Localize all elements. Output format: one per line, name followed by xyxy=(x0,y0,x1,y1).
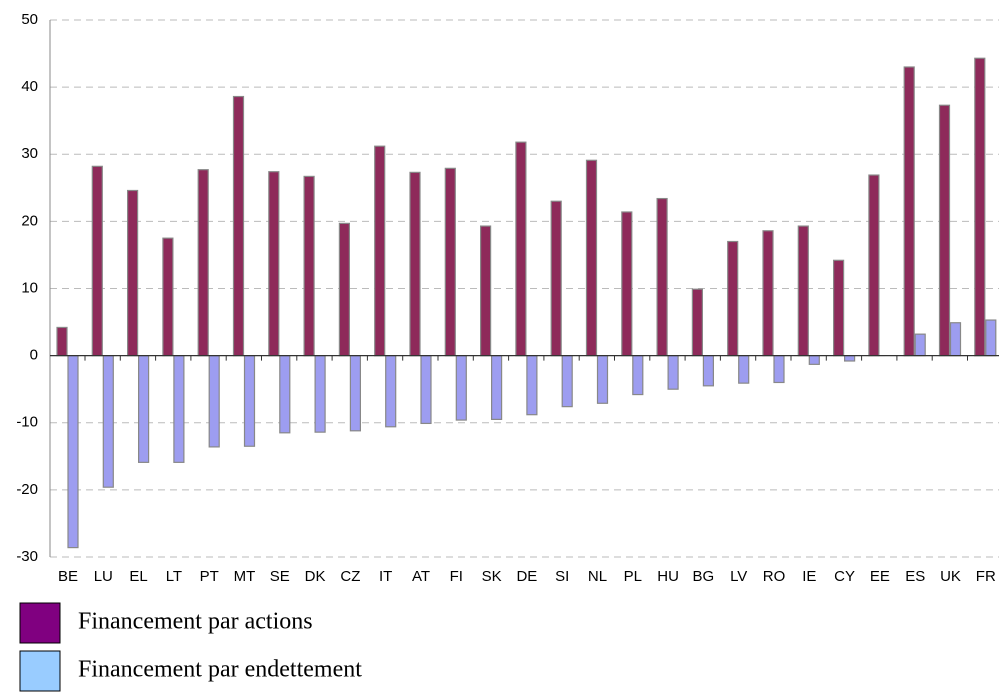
x-tick-label: SI xyxy=(555,568,569,585)
bar xyxy=(420,355,432,425)
bar xyxy=(338,222,350,357)
x-tick-label: IE xyxy=(802,568,816,585)
bar xyxy=(349,355,361,432)
x-tick-label: DE xyxy=(516,568,537,585)
bar xyxy=(550,200,562,357)
bar xyxy=(491,355,503,420)
x-tick-label: ES xyxy=(905,568,925,585)
x-tick-label: SK xyxy=(482,568,502,585)
x-tick-label: EE xyxy=(870,568,890,585)
bar xyxy=(444,167,456,357)
bar xyxy=(561,355,573,408)
bar xyxy=(409,171,421,357)
bar xyxy=(797,225,809,357)
y-tick-label: 20 xyxy=(21,212,38,229)
x-tick-label: PL xyxy=(624,568,642,585)
x-tick-label: BG xyxy=(693,568,715,585)
bar xyxy=(385,355,397,428)
bar xyxy=(480,225,492,357)
x-tick-label: FR xyxy=(976,568,996,585)
x-tick-label: EL xyxy=(129,568,147,585)
bar xyxy=(762,230,774,357)
x-tick-label: NL xyxy=(588,568,607,585)
bar xyxy=(374,145,386,357)
bar xyxy=(585,159,598,357)
bar xyxy=(67,355,79,549)
x-tick-label: FI xyxy=(450,568,463,585)
bar xyxy=(656,197,668,357)
bar xyxy=(974,57,986,357)
x-tick-label: CY xyxy=(834,568,855,585)
bar xyxy=(773,355,785,384)
y-tick-label: 0 xyxy=(30,347,38,364)
x-tick-label: HU xyxy=(657,568,679,585)
y-tick-label: -20 xyxy=(16,481,38,498)
bar xyxy=(197,169,209,357)
legend-swatch xyxy=(19,650,61,692)
y-tick-label: 10 xyxy=(21,279,38,296)
y-tick-label: 40 xyxy=(21,78,38,95)
bar xyxy=(162,237,174,357)
bar xyxy=(832,259,845,357)
bar xyxy=(843,355,856,362)
bar xyxy=(808,355,820,365)
bar xyxy=(903,66,915,357)
y-tick-label: 50 xyxy=(21,11,38,28)
x-tick-label: CZ xyxy=(340,568,360,585)
x-tick-label: LU xyxy=(94,568,113,585)
bar xyxy=(738,355,750,384)
bar xyxy=(727,240,739,357)
legend-label: Financement par actions xyxy=(78,609,313,635)
x-tick-label: LV xyxy=(730,568,747,585)
bar xyxy=(138,355,150,463)
bar xyxy=(526,355,538,416)
bar xyxy=(232,95,245,357)
x-tick-label: IT xyxy=(379,568,392,585)
bar xyxy=(173,355,185,463)
y-tick-label: -10 xyxy=(16,414,38,431)
bar xyxy=(91,165,103,357)
x-tick-label: DK xyxy=(305,568,326,585)
bar xyxy=(949,322,962,357)
bar xyxy=(868,174,880,357)
bar xyxy=(702,355,715,387)
bar xyxy=(314,355,326,433)
bar xyxy=(56,326,68,357)
bar xyxy=(303,175,315,357)
y-tick-label: 30 xyxy=(21,145,38,162)
bar xyxy=(455,355,467,421)
x-tick-label: LT xyxy=(166,568,182,585)
bar xyxy=(621,211,633,357)
bar xyxy=(279,355,291,434)
bar xyxy=(985,319,997,357)
x-tick-label: RO xyxy=(763,568,786,585)
bar xyxy=(268,171,280,357)
bar xyxy=(914,333,926,357)
x-tick-label: AT xyxy=(412,568,430,585)
legend-label: Financement par endettement xyxy=(78,657,362,683)
bar xyxy=(596,355,609,404)
x-tick-label: UK xyxy=(940,568,961,585)
bar xyxy=(243,355,256,447)
bar xyxy=(102,355,114,488)
bar xyxy=(691,288,704,357)
legend-swatch xyxy=(19,602,61,644)
bar xyxy=(632,355,644,396)
y-tick-label: -30 xyxy=(16,548,38,565)
bar xyxy=(667,355,679,390)
bar xyxy=(938,104,951,357)
x-tick-label: SE xyxy=(270,568,290,585)
x-tick-label: PT xyxy=(200,568,219,585)
x-tick-label: MT xyxy=(234,568,256,585)
bar xyxy=(208,355,220,448)
bar xyxy=(515,141,527,357)
bar xyxy=(126,189,139,357)
x-tick-label: BE xyxy=(58,568,78,585)
